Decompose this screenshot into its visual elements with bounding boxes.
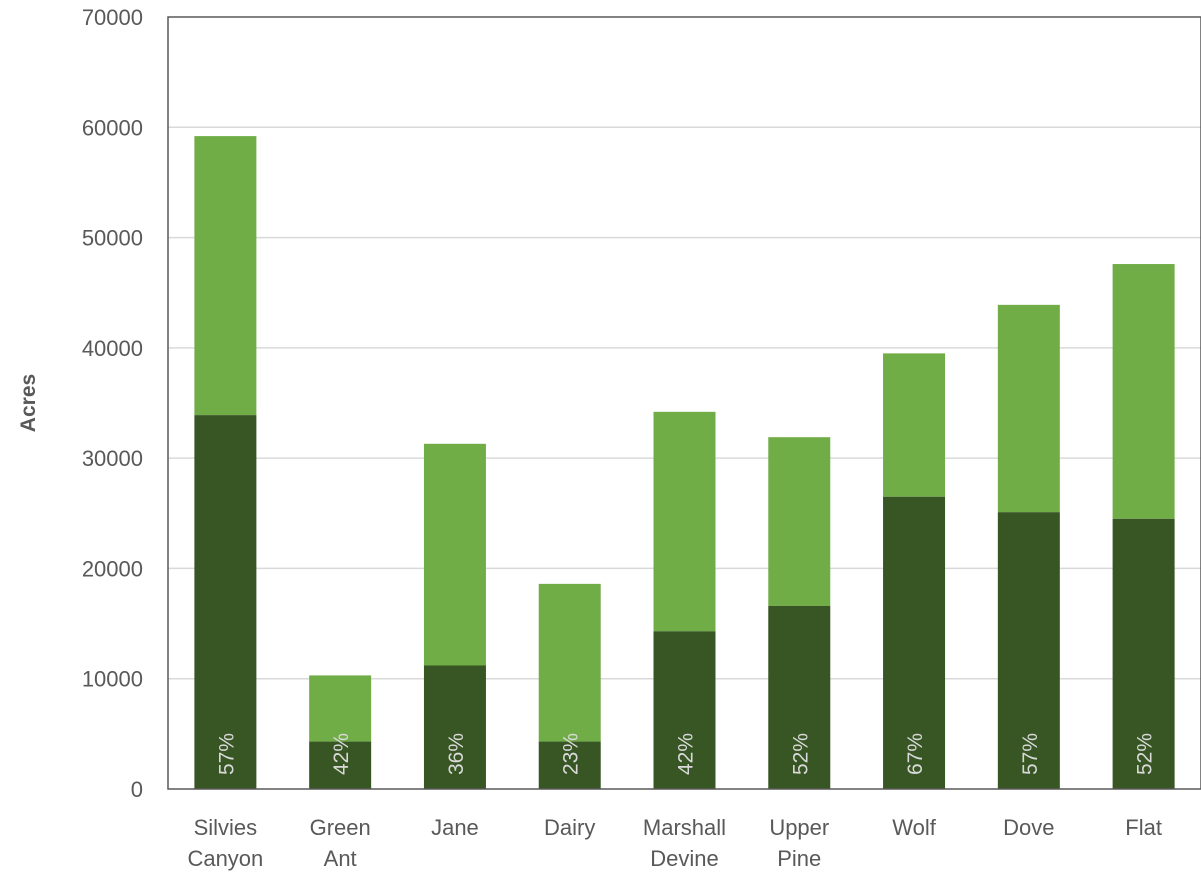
bar-segment-dark [997,512,1060,789]
y-axis-title: Acres [17,374,40,432]
percent-label: 52% [1134,733,1157,775]
x-category-label: Silvies [194,815,258,840]
bar-segment-dark [883,496,946,789]
y-axis-ticks: 0 10000 20000 30000 40000 50000 60000 70000 [82,5,143,802]
x-category-label: Flat [1125,815,1162,840]
percent-label: 36% [445,733,468,775]
bar-segment-light [997,304,1060,513]
x-category-label: Pine [777,846,821,871]
bar-segment-light [768,437,831,606]
x-category-label: Dairy [544,815,595,840]
bar-segment-light [194,136,257,416]
bar-segment-light [309,675,372,742]
y-tick-label: 0 [131,777,143,802]
percent-label: 67% [904,733,927,775]
bar-segment-light [538,583,601,742]
y-tick-label: 70000 [82,5,143,30]
plot-border [167,16,1201,790]
bar-segment-dark [653,631,716,789]
bar-segment-dark [309,741,372,789]
y-tick-label: 50000 [82,226,143,251]
x-category-label: Marshall [643,815,726,840]
bar-segment-light [1112,264,1175,519]
percent-label: 42% [675,733,698,775]
bar-segment-dark [1112,518,1175,789]
x-category-label: Canyon [187,846,263,871]
x-category-label: Devine [650,846,718,871]
bars: 57% 42% 36% 23% 42% 52% 67% 57% 52% [194,136,1175,789]
x-category-label: Ant [324,846,357,871]
x-axis-categories: Silvies Canyon Green Ant Jane Dairy Marshall De… [187,815,1161,871]
bar-segment-dark [538,741,601,789]
bar-segment-light [423,443,486,666]
bar-segment-dark [768,605,831,789]
bar-segment-light [883,353,946,497]
percent-label: 42% [330,733,353,775]
y-tick-label: 60000 [82,115,143,140]
x-category-label: Upper [769,815,829,840]
percent-label: 52% [789,733,812,775]
bar-segment-light [653,411,716,632]
bar-segment-dark [194,415,257,789]
percent-label: 57% [1019,733,1042,775]
y-tick-label: 40000 [82,336,143,361]
percent-label: 57% [215,733,238,775]
y-tick-label: 30000 [82,446,143,471]
percent-label: 23% [560,733,583,775]
y-tick-label: 20000 [82,556,143,581]
y-tick-label: 10000 [82,667,143,692]
bar-segment-dark [423,665,486,789]
x-category-label: Jane [431,815,479,840]
x-category-label: Dove [1003,815,1054,840]
x-category-label: Green [310,815,371,840]
x-category-label: Wolf [892,815,936,840]
plot-frame [167,16,1201,790]
